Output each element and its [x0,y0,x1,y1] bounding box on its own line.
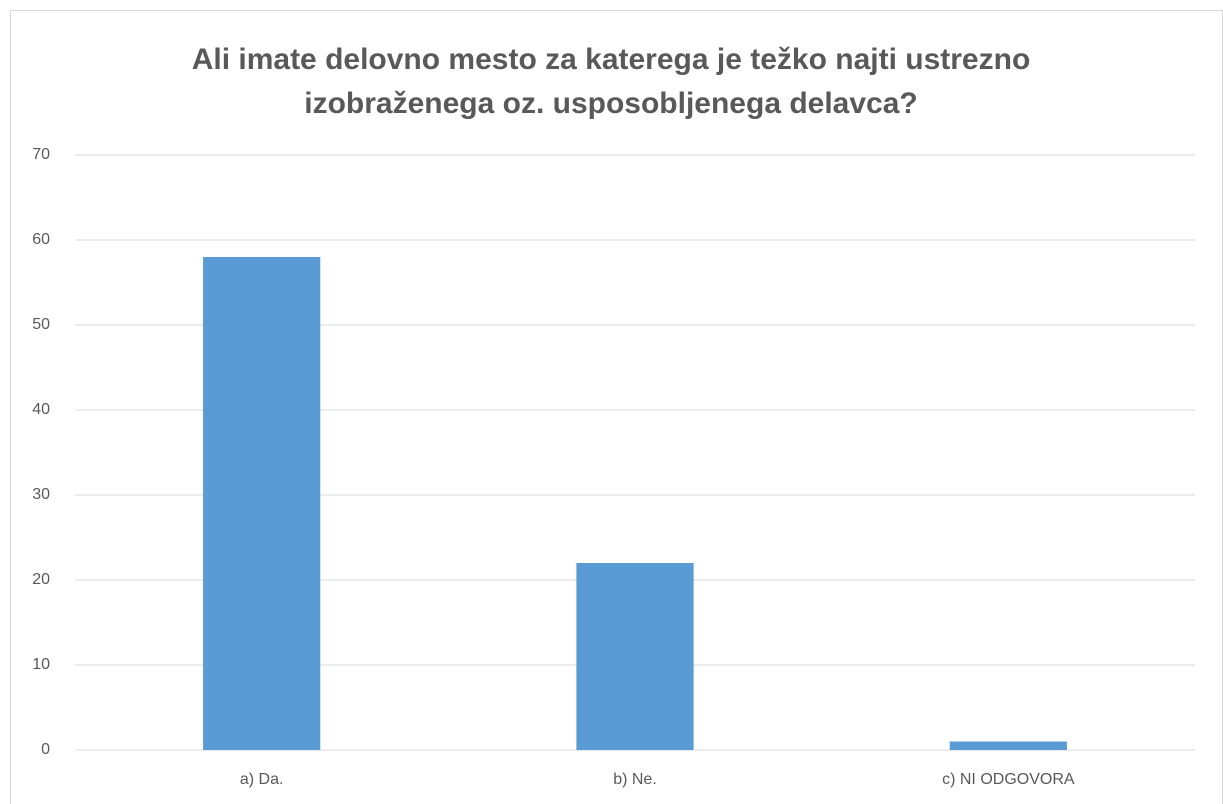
bar [949,741,1067,750]
bar [203,257,321,750]
y-tick-label: 70 [32,146,50,163]
y-tick-label: 20 [32,571,50,588]
bar [576,563,694,750]
y-tick-label: 40 [32,401,50,418]
x-tick-label: a) Da. [240,771,284,788]
chart-title: Ali imate delovno mesto za katerega je t… [191,43,1031,120]
y-tick-label: 0 [41,741,50,758]
y-tick-label: 10 [32,656,50,673]
y-tick-label: 50 [32,316,50,333]
y-tick-label: 60 [32,231,50,248]
y-tick-label: 30 [32,486,50,503]
x-tick-label: c) NI ODGOVORA [942,771,1075,788]
x-tick-label: b) Ne. [613,771,657,788]
